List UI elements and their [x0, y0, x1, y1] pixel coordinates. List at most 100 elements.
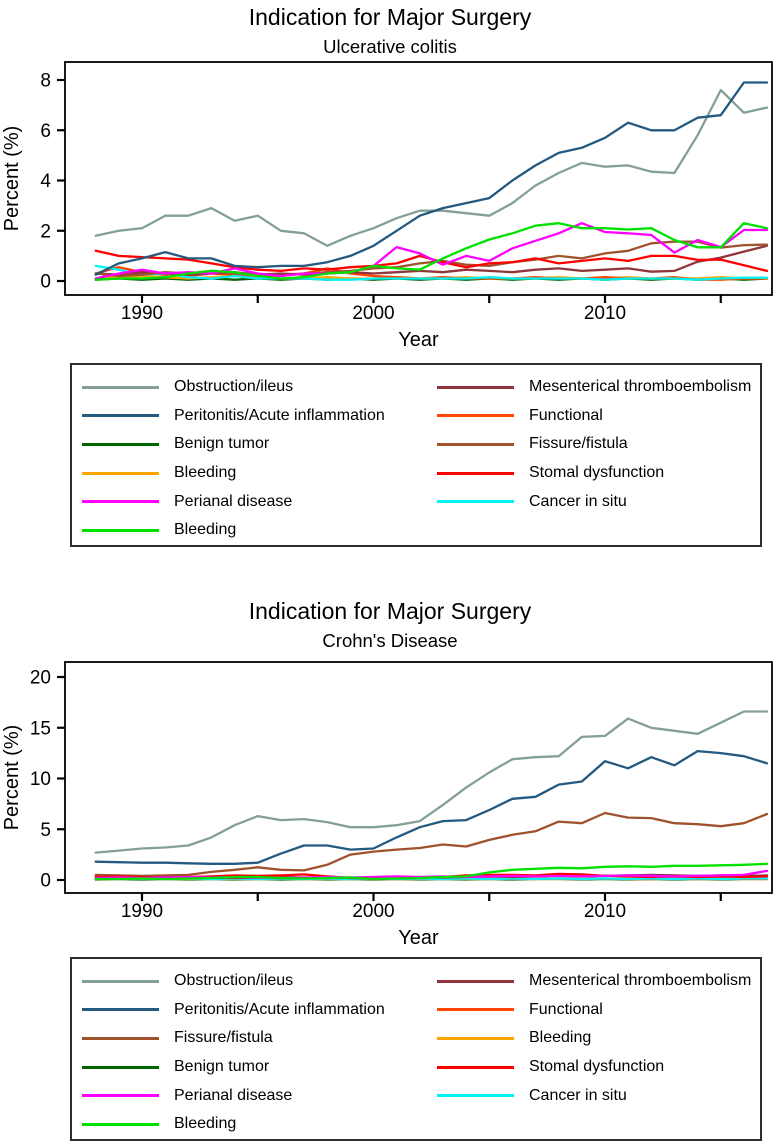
series-line-bleeding	[94, 862, 769, 881]
series-line-stomal-dysfunction	[94, 249, 769, 273]
legend-item-stomal-dysfunction: Stomal dysfunction	[437, 1053, 760, 1082]
y-tick-label: 6	[40, 121, 51, 142]
legend-label: Mesenterical thromboembolism	[529, 972, 752, 990]
series-line-fissure-fistula	[94, 811, 769, 878]
series-line-peritonitis-acute-inflammation	[94, 749, 769, 865]
legend-column-right: Mesenterical thromboembolism Functional Fi…	[412, 373, 760, 545]
legend-item-fissure-fistula: Fissure/fistula	[437, 430, 760, 459]
x-tick-label: 2010	[584, 901, 626, 922]
legend-item-obstruction-ileus: Obstruction/ileus	[82, 373, 412, 402]
legend-swatch-functional	[437, 414, 514, 418]
legend-item-benign-tumor: Benign tumor	[82, 1053, 412, 1082]
legend-swatch-cancer-in-situ	[437, 500, 514, 504]
x-axis: 1990 2000 2010	[121, 295, 722, 324]
series-line-peritonitis-acute-inflammation	[94, 81, 769, 276]
legend-label: Cancer in situ	[529, 1086, 627, 1104]
legend-swatch-mesenterical-thromboembolism	[437, 979, 514, 983]
legend-column-right: Mesenterical thromboembolism Functional Bl…	[412, 967, 760, 1139]
plot-ulcerative-colitis: 0 2 4 6 8 1990 2000 2010 Percent (%) Year	[1, 61, 773, 351]
legend-swatch-bleeding	[82, 471, 159, 475]
legend-swatch-obstruction-ileus	[82, 979, 159, 983]
legend-swatch-bleeding	[437, 1036, 514, 1040]
legend-item-cancer-in-situ: Cancer in situ	[437, 1081, 760, 1110]
legend-label: Bleeding	[529, 1029, 592, 1047]
x-tick-label: 2000	[352, 303, 394, 324]
legend-swatch-fissure-fistula	[437, 442, 514, 446]
legend-swatch-perianal-disease	[82, 500, 159, 504]
x-axis: 1990 2000 2010	[121, 893, 722, 922]
legend-label: Functional	[529, 1000, 603, 1018]
legend-item-mesenterical-thromboembolism: Mesenterical thromboembolism	[437, 967, 760, 996]
legend-item-bleeding: Bleeding	[82, 1110, 412, 1139]
legend-label: Bleeding	[174, 1115, 237, 1133]
legend-item-obstruction-ileus: Obstruction/ileus	[82, 967, 412, 996]
y-axis: 0 5 10 15 20	[30, 668, 65, 892]
legend-label: Fissure/fistula	[174, 1029, 273, 1047]
series-line-bleeding	[94, 222, 769, 281]
x-axis-label: Year	[398, 927, 439, 949]
legend-label: Bleeding	[174, 521, 237, 539]
y-tick-label: 5	[40, 820, 51, 841]
y-tick-label: 10	[30, 769, 51, 790]
legend-item-cancer-in-situ: Cancer in situ	[437, 487, 760, 516]
legend-item-peritonitis-acute-inflammation: Peritonitis/Acute inflammation	[82, 402, 412, 431]
chart-subtitle-uc: Ulcerative colitis	[323, 36, 457, 57]
legend-label: Benign tumor	[174, 1058, 270, 1076]
legend-item-stomal-dysfunction: Stomal dysfunction	[437, 459, 760, 488]
legend-item-bleeding: Bleeding	[437, 1024, 760, 1053]
legend-swatch-bleeding	[82, 528, 159, 532]
x-tick-label: 1990	[121, 901, 163, 922]
legend-label: Cancer in situ	[529, 492, 627, 510]
legend-item-functional: Functional	[437, 402, 760, 431]
legend-swatch-cancer-in-situ	[437, 1094, 514, 1098]
legend-ulcerative-colitis: Obstruction/ileus Peritonitis/Acute infla…	[70, 363, 762, 547]
legend-item-perianal-disease: Perianal disease	[82, 487, 412, 516]
legend-swatch-benign-tumor	[82, 1065, 159, 1069]
legend-item-mesenterical-thromboembolism: Mesenterical thromboembolism	[437, 373, 760, 402]
plot-frame	[64, 661, 773, 894]
legend-label: Obstruction/ileus	[174, 972, 294, 990]
y-axis-label: Percent (%)	[1, 126, 23, 232]
series-line-cancer-in-situ	[94, 264, 769, 281]
y-tick-label: 4	[40, 171, 51, 192]
y-axis-label: Percent (%)	[1, 725, 23, 831]
y-tick-label: 0	[40, 871, 51, 892]
x-tick-label: 2000	[352, 901, 394, 922]
legend-item-benign-tumor: Benign tumor	[82, 430, 412, 459]
legend-label: Benign tumor	[174, 435, 270, 453]
legend-swatch-peritonitis-acute-inflammation	[82, 1008, 159, 1012]
plot-crohns-disease: 0 5 10 15 20 1990 2000 2010 Percent (%) Year	[1, 661, 773, 949]
legend-swatch-perianal-disease	[82, 1094, 159, 1098]
y-tick-label: 15	[30, 718, 51, 739]
y-tick-label: 8	[40, 71, 51, 92]
legend-swatch-stomal-dysfunction	[437, 471, 514, 475]
y-tick-label: 0	[40, 272, 51, 293]
legend-swatch-obstruction-ileus	[82, 385, 159, 389]
y-tick-label: 2	[40, 221, 51, 242]
legend-swatch-mesenterical-thromboembolism	[437, 385, 514, 389]
x-axis-label: Year	[398, 329, 439, 351]
legend-item-functional: Functional	[437, 996, 760, 1025]
chart-subtitle-cd: Crohn's Disease	[322, 630, 458, 651]
legend-label: Perianal disease	[174, 492, 293, 510]
legend-label: Peritonitis/Acute inflammation	[174, 1000, 385, 1018]
legend-label: Obstruction/ileus	[174, 378, 294, 396]
legend-label: Fissure/fistula	[529, 435, 628, 453]
legend-column-left: Obstruction/ileus Peritonitis/Acute infla…	[72, 967, 412, 1139]
series-line-perianal-disease	[94, 222, 769, 280]
chart-title-uc: Indication for Major Surgery	[248, 4, 532, 30]
y-axis: 0 2 4 6 8	[40, 71, 65, 293]
legend-swatch-stomal-dysfunction	[437, 1065, 514, 1069]
legend-label: Stomal dysfunction	[529, 1058, 665, 1076]
legend-item-fissure-fistula: Fissure/fistula	[82, 1024, 412, 1053]
legend-swatch-fissure-fistula	[82, 1036, 159, 1040]
legend-label: Mesenterical thromboembolism	[529, 378, 752, 396]
legend-swatch-peritonitis-acute-inflammation	[82, 414, 159, 418]
legend-item-peritonitis-acute-inflammation: Peritonitis/Acute inflammation	[82, 996, 412, 1025]
legend-label: Peritonitis/Acute inflammation	[174, 406, 385, 424]
chart-title-cd: Indication for Major Surgery	[248, 598, 532, 624]
series-line-obstruction-ileus	[94, 88, 769, 247]
legend-swatch-bleeding	[82, 1122, 159, 1126]
x-tick-label: 2010	[584, 303, 626, 324]
